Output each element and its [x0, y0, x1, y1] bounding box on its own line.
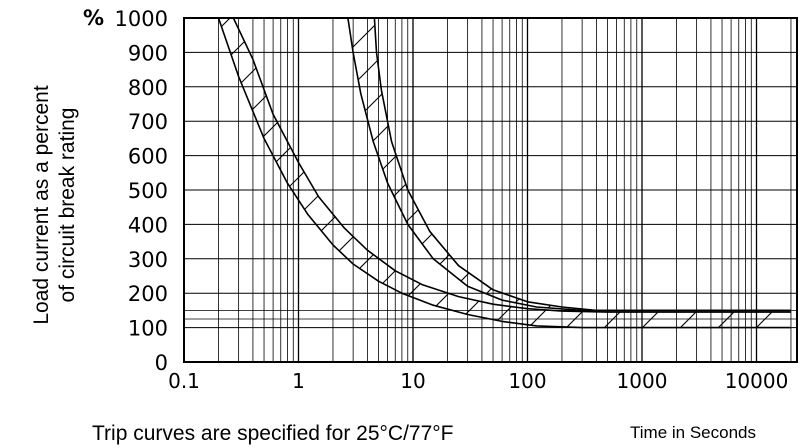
x-tick-label: 10: [400, 369, 425, 393]
hatch-line: [625, 18, 791, 311]
y-tick-label: 200: [128, 282, 168, 306]
y-axis-label-line1: Load current as a percent: [30, 85, 53, 324]
y-tick-label: 100: [128, 317, 168, 341]
trip-curve-3: [347, 18, 791, 312]
hatch-line: [739, 18, 791, 328]
x-tick-label: 1: [292, 369, 305, 393]
hatch-line: [347, 18, 499, 311]
hatch-line: [739, 18, 791, 311]
hatch-line: [625, 18, 791, 328]
y-tick-label: 500: [128, 179, 168, 203]
y-tick-label: 900: [128, 41, 168, 65]
x-tick-label: 0.1: [168, 369, 200, 393]
hatch-line: [701, 18, 791, 311]
hatch-line: [218, 18, 613, 328]
hatch-line: [511, 18, 791, 311]
y-unit-label: %: [83, 6, 104, 30]
y-tick-label: 600: [128, 145, 168, 169]
x-tick-label: 100: [508, 369, 546, 393]
hatch-line: [397, 18, 791, 311]
hatch-line: [245, 18, 727, 328]
y-tick-label: 0: [155, 351, 168, 375]
x-tick-label: 1000: [617, 369, 668, 393]
hatch-line: [218, 18, 499, 328]
y-tick-label: 400: [128, 213, 168, 237]
trip-curve-4: [373, 18, 791, 312]
plot-frame: [183, 17, 798, 363]
hatch-line: [511, 18, 791, 328]
hatch-line: [347, 18, 727, 311]
x-tick-label: 10000: [725, 369, 789, 393]
y-tick-label: 800: [128, 76, 168, 100]
trip-curves: [217, 18, 791, 329]
y-tick-labels: 0 100 200 300 400 500 600 700 800 900 1000: [115, 7, 168, 375]
hatch-line: [397, 18, 791, 328]
trip-curve-2: [232, 18, 791, 313]
hatch-line: [663, 18, 791, 328]
temperature-note: Trip curves are specified for 25°C/77°F: [92, 422, 454, 445]
hatch-line: [549, 18, 791, 311]
hatch-line: [347, 18, 689, 311]
x-tick-labels: 0.1 1 10 100 1000 10000: [168, 369, 788, 393]
hatch-line: [218, 18, 689, 328]
y-axis-label-line2: of circuit break rating: [56, 108, 79, 303]
hatch-line: [347, 18, 613, 311]
hatch-line: [587, 18, 791, 311]
hatch-line: [587, 18, 791, 328]
x-axis-label: Time in Seconds: [630, 423, 756, 442]
hatch-line: [218, 18, 651, 328]
y-tick-label: 700: [128, 110, 168, 134]
hatch-line: [701, 18, 791, 328]
hatch-line: [435, 18, 791, 311]
y-tick-label: 1000: [115, 7, 168, 31]
hatch-line: [435, 18, 791, 328]
hatch-line: [663, 18, 791, 311]
trip-curve-1: [217, 18, 791, 329]
hatch-line: [549, 18, 791, 328]
hatch-line: [347, 18, 651, 311]
y-tick-label: 300: [128, 248, 168, 272]
